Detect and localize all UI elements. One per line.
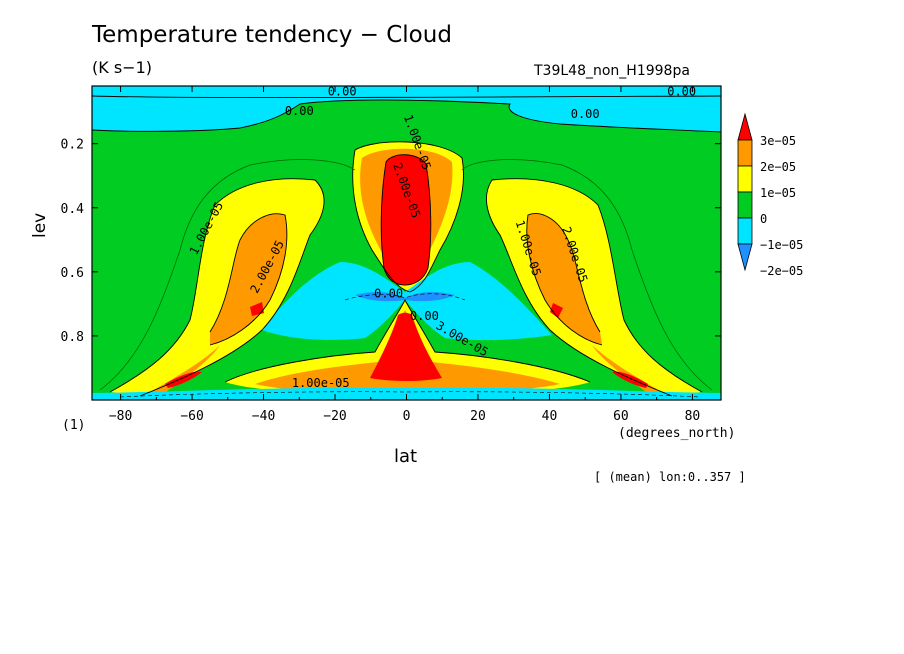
max-region-right	[550, 303, 563, 318]
colorbar-swatch	[737, 191, 753, 219]
contour-label: 1.00e-05	[292, 376, 350, 390]
colorbar-extend-bottom	[737, 243, 753, 272]
max-region-center-upper	[381, 154, 431, 285]
contour-label: 0.00	[410, 309, 439, 323]
run-id-label: T39L48_non_H1998pa	[534, 63, 690, 79]
x-tick-label: −20	[323, 409, 346, 424]
negative-region-center	[262, 262, 552, 341]
x-axis-unit: (degrees_north)	[618, 426, 736, 441]
colorbar: 3e−05 2e−05 1e−05 0 −1e−05 −2e−05	[737, 112, 803, 278]
x-tick-label: 60	[613, 409, 629, 424]
colorbar-label: −1e−05	[760, 238, 803, 252]
x-tick-label: 40	[542, 409, 558, 424]
y-axis-unit: (1)	[62, 418, 86, 433]
colorbar-label: 0	[760, 212, 767, 226]
units-label: (K s−1)	[92, 58, 152, 77]
positive-region-left-arm-inner	[210, 213, 287, 345]
positive-region-right-arm-inner	[526, 213, 602, 345]
y-tick-label: 0.6	[61, 266, 84, 281]
x-tick-label: 20	[470, 409, 486, 424]
footnote: [ (mean) lon:0..357 ]	[594, 470, 746, 484]
x-tick-label: 0	[403, 409, 411, 424]
colorbar-swatch	[737, 165, 753, 193]
negative-region-bottom	[92, 387, 721, 400]
contour-label: 0.00	[667, 85, 696, 99]
contour-label: 0.00	[571, 107, 600, 121]
max-region-left-low	[165, 371, 202, 388]
colorbar-label: 3e−05	[760, 134, 796, 148]
chart-title: Temperature tendency − Cloud	[92, 22, 452, 48]
max-region-right-low	[612, 371, 648, 388]
axes: −80 −60 −40 −20 0 20 40 60 80 0.2 0.4 0.6 0.8	[61, 86, 721, 424]
colorbar-swatch	[737, 139, 753, 167]
max-region-center-lower	[370, 312, 442, 381]
x-tick-label: 80	[685, 409, 701, 424]
x-tick-label: −80	[109, 409, 132, 424]
thin-contour-lines	[99, 159, 713, 391]
y-axis-label: lev	[30, 212, 50, 238]
colorbar-label: −2e−05	[760, 264, 803, 278]
contour-label: 0.00	[374, 286, 403, 300]
field-layer	[92, 86, 721, 400]
y-tick-label: 0.8	[61, 330, 84, 345]
colorbar-extend-top	[737, 112, 753, 141]
negative-contour-lines	[119, 293, 701, 398]
y-tick-label: 0.2	[61, 138, 84, 153]
x-tick-label: −40	[252, 409, 275, 424]
colorbar-label: 2e−05	[760, 160, 796, 174]
x-tick-label: −60	[180, 409, 203, 424]
contour-lines	[92, 95, 721, 397]
contour-label: 0.00	[285, 104, 314, 118]
colorbar-swatch	[737, 217, 753, 245]
contour-label: 0.00	[328, 85, 357, 99]
y-tick-label: 0.4	[61, 202, 85, 217]
x-axis-label: lat	[394, 446, 418, 467]
colorbar-label: 1e−05	[760, 186, 796, 200]
